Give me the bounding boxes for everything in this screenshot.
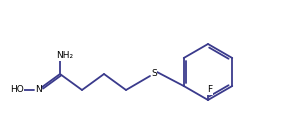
Text: S: S: [151, 69, 157, 78]
Text: F: F: [207, 86, 212, 95]
Text: NH₂: NH₂: [56, 52, 74, 61]
Text: HO: HO: [10, 86, 24, 95]
Text: N: N: [35, 86, 41, 95]
